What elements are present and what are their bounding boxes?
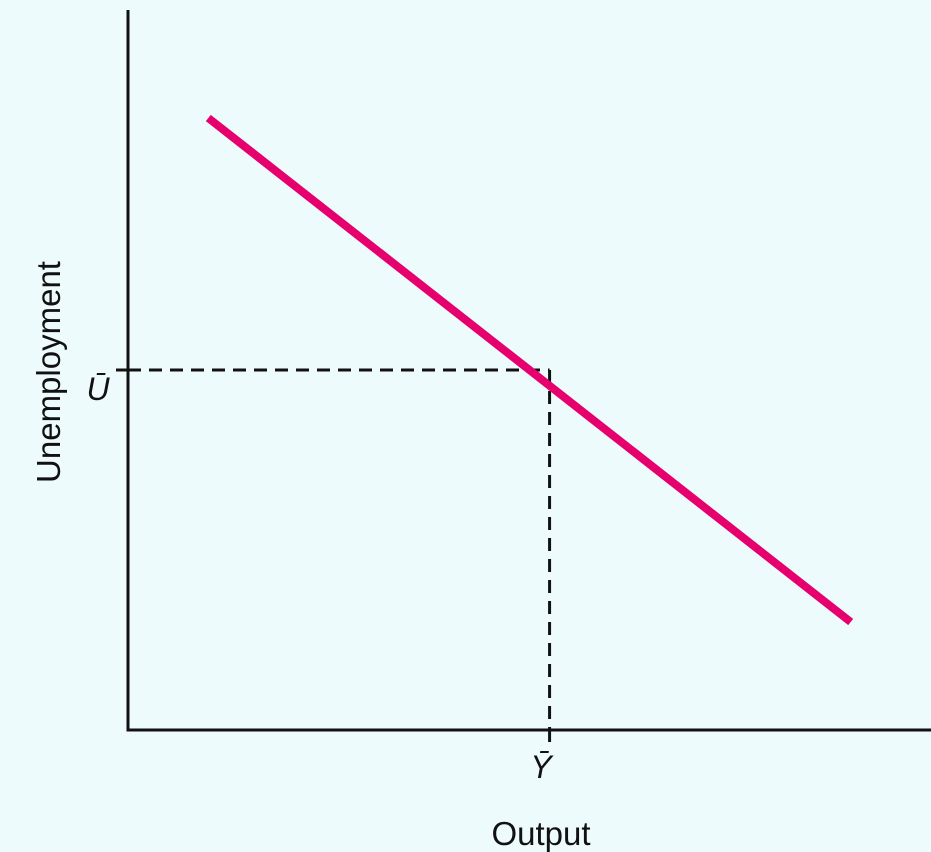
ubar-tick-label: Ū xyxy=(86,371,110,407)
ybar-tick-label: Ȳ xyxy=(530,749,554,785)
y-axis-title: Unemployment xyxy=(30,261,67,483)
series-line-0 xyxy=(205,114,854,626)
plot-area xyxy=(116,10,931,742)
x-axis-title: Output xyxy=(491,815,590,852)
